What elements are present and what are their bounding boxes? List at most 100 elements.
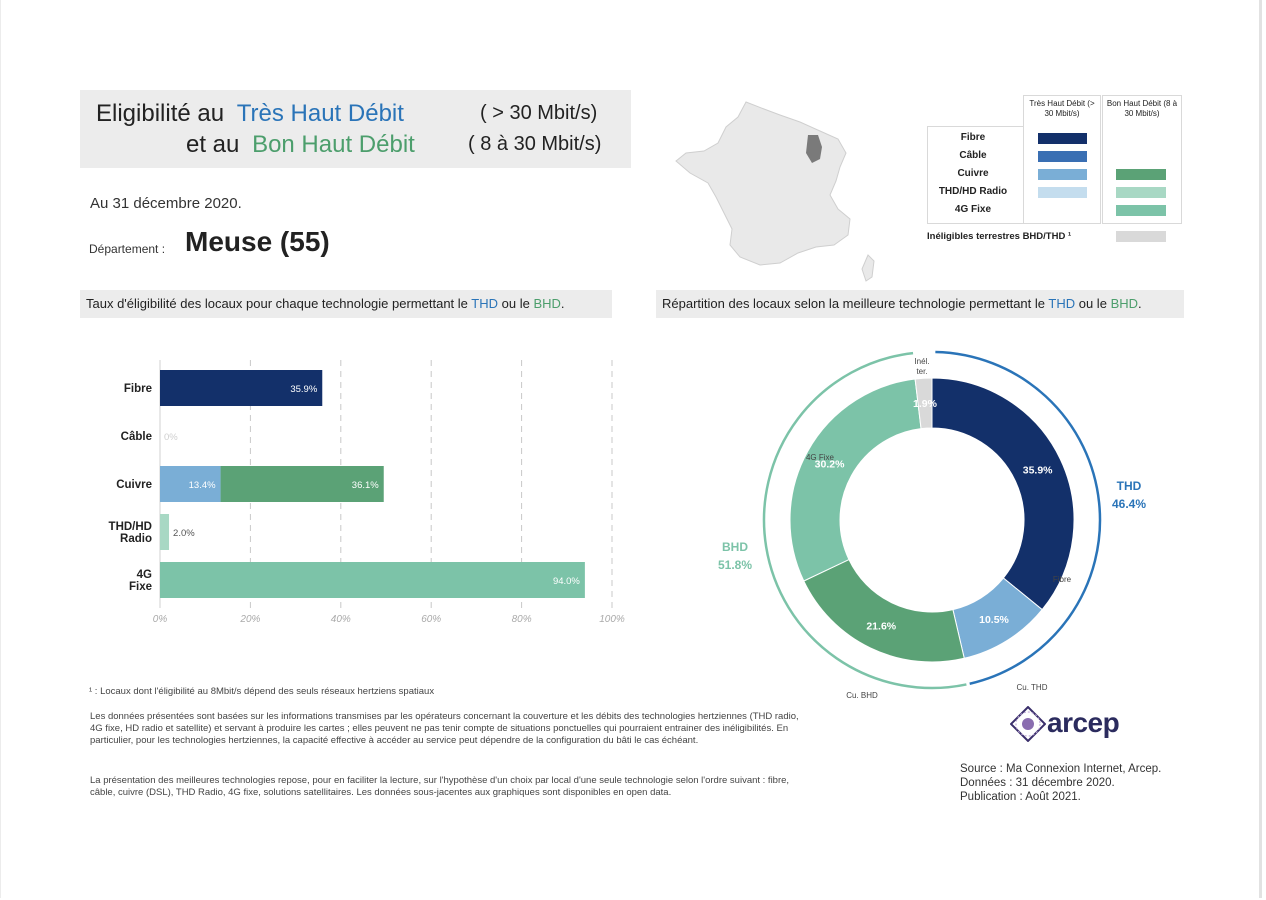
legend-row-label: Câble [959, 150, 987, 161]
legend-thd-swatch [1038, 187, 1087, 198]
legend-row-label: THD/HD Radio [938, 186, 1008, 197]
left-title-end: . [560, 296, 565, 311]
right-title-mid: ou le [1078, 296, 1107, 311]
slice-name-label: Fibre [1053, 575, 1072, 584]
arcep-logo-mark [1010, 706, 1046, 742]
left-title-mid: ou le [501, 296, 530, 311]
slice-value-label: 10.5% [979, 614, 1009, 626]
legend-thd-swatch [1038, 151, 1087, 162]
bhd-group-value: 51.8% [718, 558, 752, 572]
slice-name-label: Cu. THD [1017, 683, 1048, 692]
thd-group-arc [935, 350, 1102, 685]
x-tick-label: 40% [331, 614, 351, 625]
department-name: Meuse (55) [185, 226, 330, 257]
title-prefix-1: Eligibilité au [96, 100, 225, 127]
source-line-3: Publication : Août 2021. [960, 791, 1081, 803]
bhd-group-arc [762, 351, 967, 690]
slice-name-label: Inél. [914, 357, 929, 366]
x-tick-label: 100% [599, 614, 625, 625]
x-tick-label: 0% [153, 614, 168, 625]
bar-segment [160, 562, 585, 598]
category-label: Fibre [124, 383, 152, 395]
title-speed-bhd: ( 8 à 30 Mbit/s) [468, 133, 602, 155]
donut-slice [914, 377, 933, 430]
arcep-logo-text: arcep [1047, 707, 1120, 738]
legend-inelig-swatch [1116, 231, 1166, 242]
donut-slice [803, 558, 965, 663]
legend-col-bhd: Bon Haut Débit (8 à 30 Mbit/s) [1106, 99, 1178, 118]
slice-name-label: Cu. BHD [846, 691, 878, 700]
left-section-title: Taux d'éligibilité des locaux pour chaqu… [80, 290, 612, 318]
title-line-2: et au Bon Haut Débit [186, 131, 415, 159]
source-block: Source : Ma Connexion Internet, Arcep. D… [960, 762, 1161, 804]
legend-bhd-swatch [1116, 169, 1166, 180]
france-outline [675, 101, 851, 266]
title-prefix-2: et au [186, 131, 240, 158]
legend-label-frame [927, 126, 1025, 224]
bar-chart: 0% 20% 40% 60% 80% 100% Fibre 35.9% Câble 0% Cuivr… [109, 360, 625, 625]
right-title-end: . [1138, 296, 1142, 311]
left-title-prefix: Taux d'éligibilité des locaux pour chaqu… [86, 296, 468, 311]
category-label: Câble [121, 431, 152, 443]
donut-slice [931, 377, 1075, 611]
x-tick-label: 80% [512, 614, 532, 625]
title-thd: Très Haut Débit [236, 100, 404, 127]
title-bhd: Bon Haut Débit [252, 131, 415, 158]
france-map [675, 101, 875, 282]
legend-bhd-frame [1102, 95, 1182, 224]
x-tick-label: 20% [239, 614, 260, 625]
bar-data-label: 2.0% [173, 528, 195, 539]
bar-data-label: 0% [164, 432, 178, 443]
thd-group-value: 46.4% [1112, 497, 1146, 511]
bar-data-label: 13.4% [189, 480, 216, 491]
bar-segment [160, 466, 221, 502]
legend-bhd-swatch [1116, 205, 1166, 216]
footnote-para-2: La présentation des meilleures technolog… [90, 775, 790, 798]
legend-thd-swatch [1038, 133, 1087, 144]
category-label: Radio [120, 533, 152, 545]
thd-group-name: THD [1117, 479, 1142, 493]
bar-data-label: 36.1% [352, 480, 379, 491]
legend-row-label: Cuivre [957, 168, 989, 179]
right-title-bhd: BHD [1110, 296, 1139, 311]
x-tick-label: 60% [421, 614, 441, 625]
meuse-highlight [806, 135, 822, 163]
legend-col-thd: Très Haut Débit (> 30 Mbit/s) [1029, 99, 1095, 118]
donut-slice [789, 378, 922, 582]
legend-thd-swatch [1038, 169, 1087, 180]
title-box: Eligibilité au Très Haut Débit ( > 30 Mb… [80, 90, 631, 168]
bar-segment [160, 514, 170, 550]
left-title-bhd: BHD [533, 296, 561, 311]
corsica-outline [861, 254, 875, 282]
slice-value-label: 21.6% [866, 620, 896, 632]
bhd-group-name: BHD [722, 540, 748, 554]
left-title-thd: THD [471, 296, 499, 311]
bar-data-label: 35.9% [290, 384, 317, 395]
bar-data-label: 94.0% [553, 576, 580, 587]
category-label: Cuivre [116, 479, 152, 491]
slice-value-label: 35.9% [1023, 465, 1053, 477]
legend-row-label: Fibre [960, 132, 986, 143]
bar-segment [220, 466, 384, 502]
title-line-1: Eligibilité au Très Haut Débit [96, 100, 404, 128]
legend-bhd-swatch [1116, 187, 1166, 198]
category-label: THD/HD [109, 521, 152, 533]
bar-segment [160, 370, 323, 406]
category-label: Fixe [129, 581, 152, 593]
title-speed-thd: ( > 30 Mbit/s) [480, 102, 598, 124]
slice-value-label: 30.2% [815, 459, 845, 471]
slice-name-label: 4G Fixe [806, 453, 835, 462]
source-line-1: Source : Ma Connexion Internet, Arcep. [960, 763, 1162, 775]
donut-chart: 35.9% 10.5% 21.6% 30.2% 1.9% Fibre Cu. THD Cu. … [718, 350, 1146, 700]
right-title-thd: THD [1048, 296, 1076, 311]
right-title-prefix: Répartition des locaux selon la meilleur… [662, 296, 1045, 311]
right-section-title: Répartition des locaux selon la meilleur… [656, 290, 1184, 318]
department-label: Département : [89, 242, 166, 256]
slice-value-label: 1.9% [913, 398, 938, 410]
footnote-para-1: Les données présentées sont basées sur l… [90, 711, 799, 746]
legend-inelig-label: Inéligibles terrestres BHD/THD ¹ [927, 231, 1072, 242]
source-line-2: Données : 31 décembre 2020. [960, 777, 1115, 789]
legend-row-label: 4G Fixe [954, 204, 992, 215]
category-label: 4G [137, 569, 152, 581]
